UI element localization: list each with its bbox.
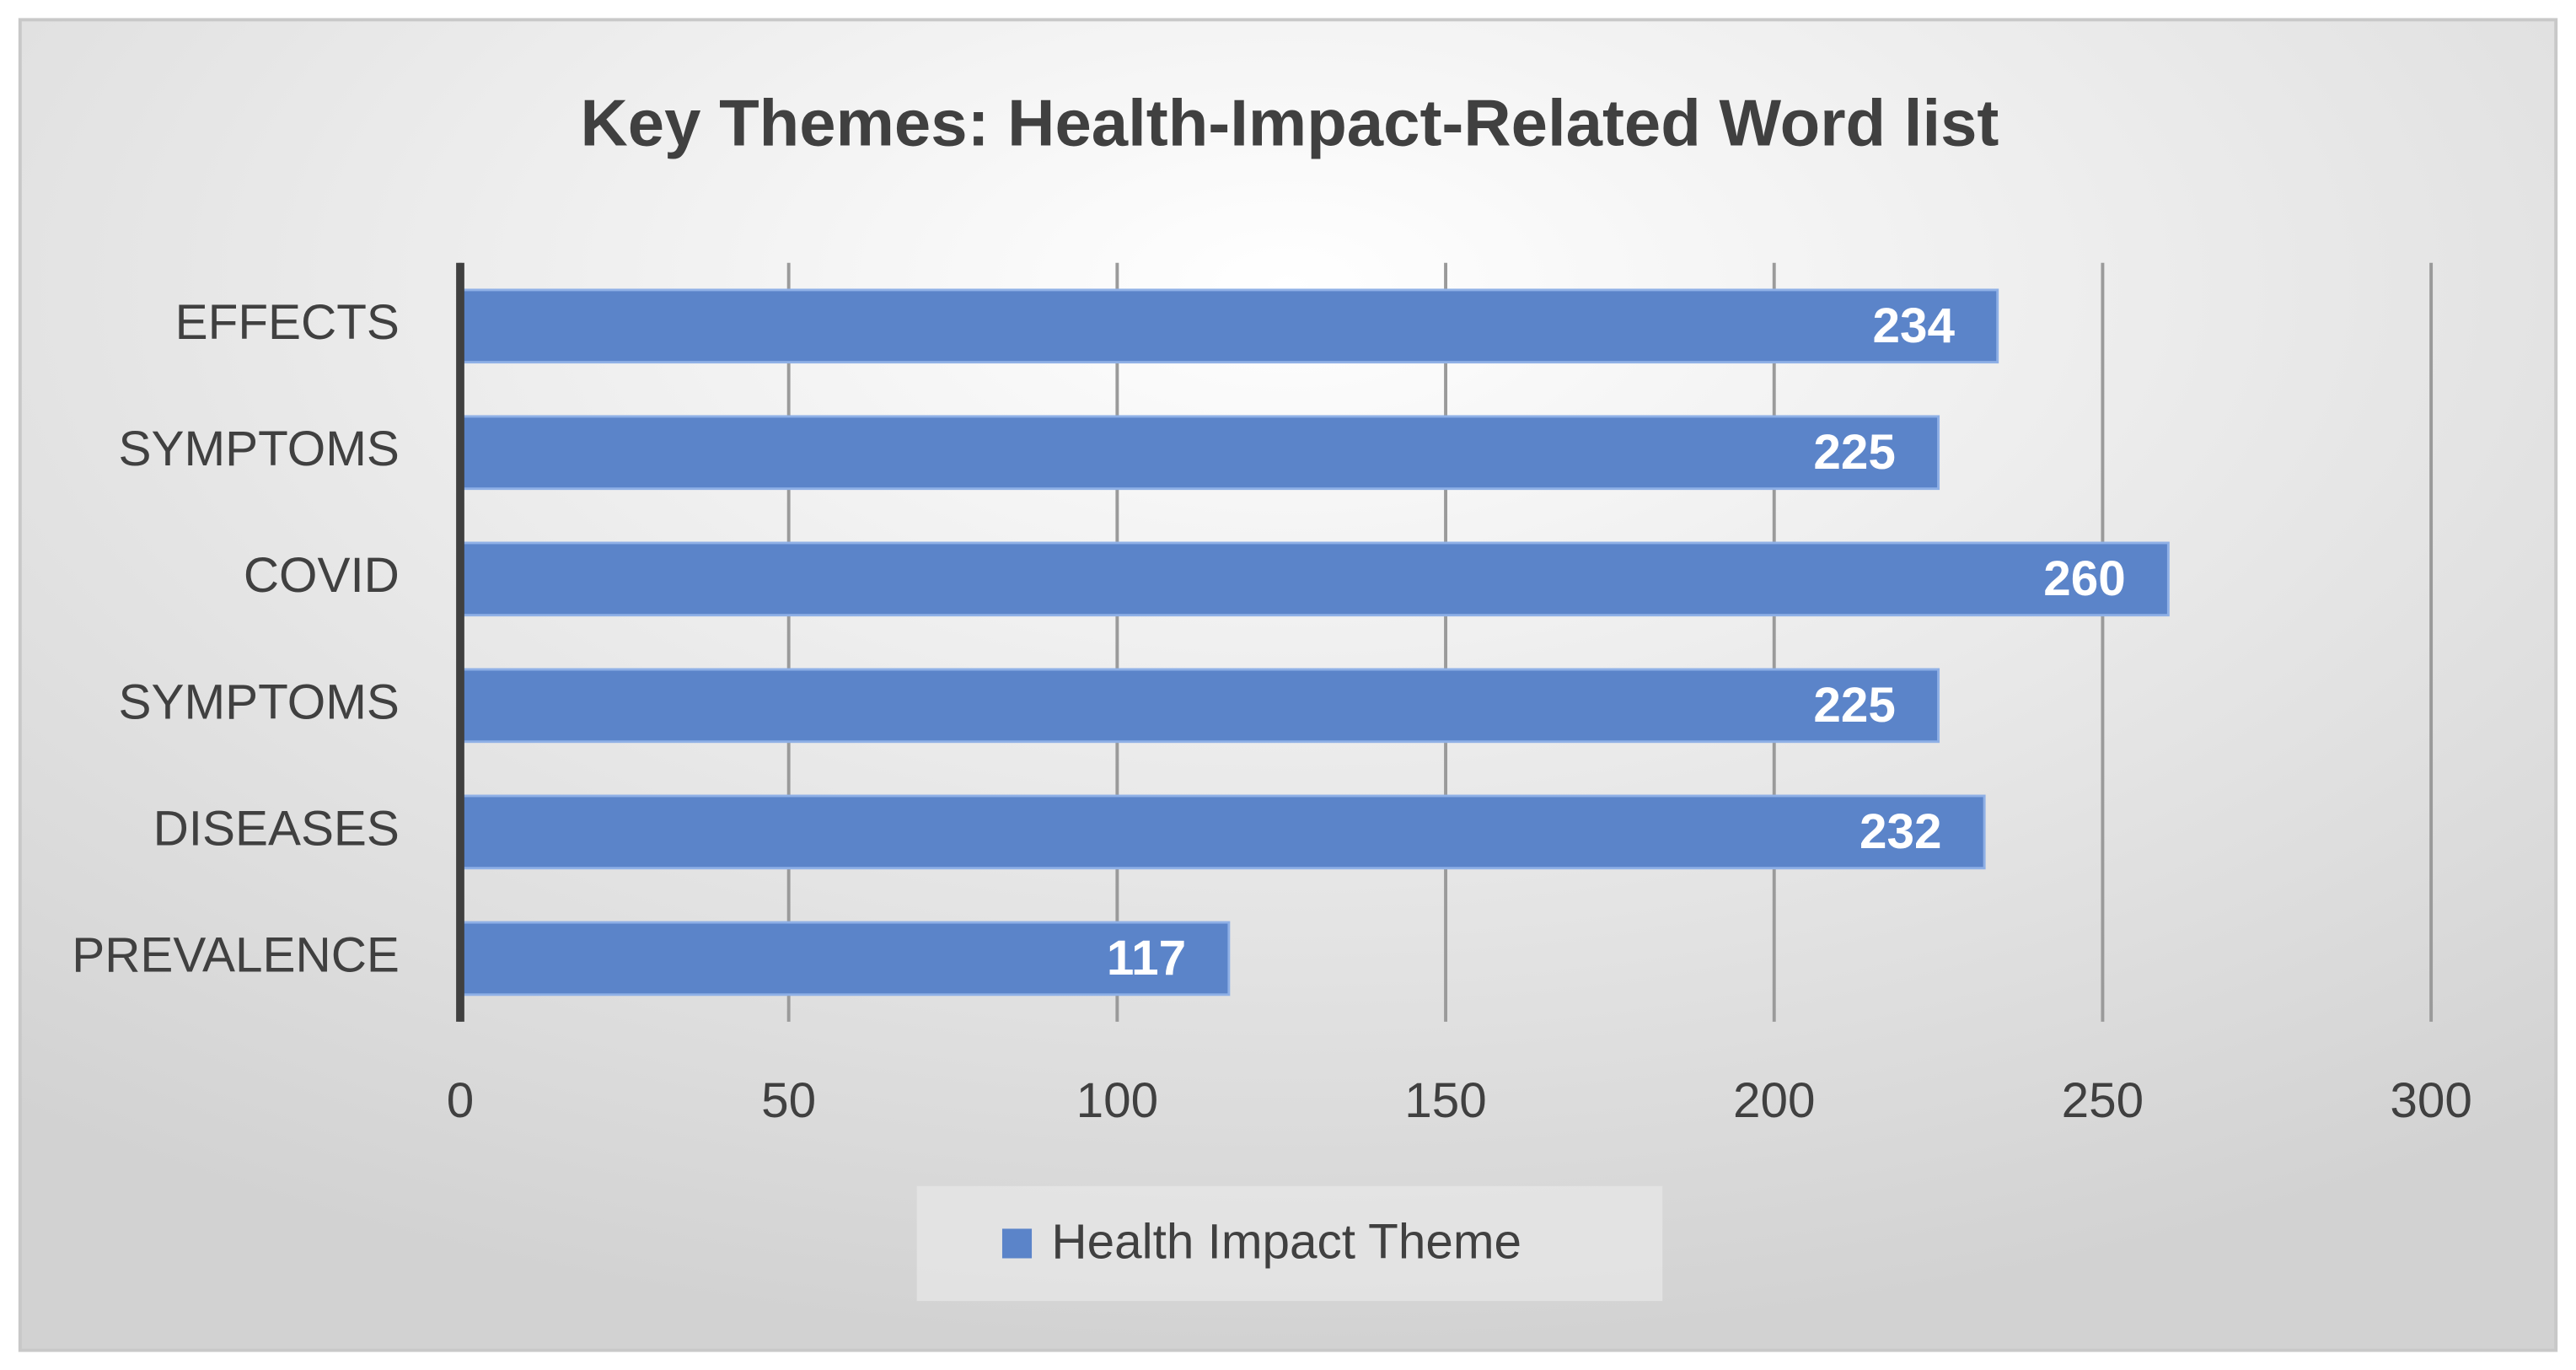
bars: 234 225 260 225 232 117 — [459, 288, 2170, 997]
y-tick-label: PREVALENCE — [72, 927, 400, 982]
legend: Health Impact Theme — [1001, 1214, 1521, 1269]
legend-label: Health Impact Theme — [1051, 1214, 1521, 1269]
bar — [459, 415, 1940, 491]
data-label: 225 — [1813, 425, 1896, 480]
chart-title: Key Themes: Health-Impact-Related Word l… — [580, 86, 1999, 160]
bar — [459, 668, 1940, 744]
x-tick-label: 50 — [761, 1073, 816, 1128]
bar — [459, 921, 1231, 997]
x-tick-label: 250 — [2062, 1073, 2144, 1128]
y-tick-label: SYMPTOMS — [119, 674, 400, 729]
y-tick-label: SYMPTOMS — [119, 422, 400, 476]
y-tick-label: COVID — [244, 548, 400, 603]
data-label: 234 — [1873, 298, 1956, 353]
bar — [459, 541, 2170, 617]
legend-swatch — [1001, 1228, 1033, 1259]
x-tick-label: 300 — [2390, 1073, 2472, 1128]
data-label: 225 — [1813, 678, 1896, 733]
x-tick-label: 150 — [1404, 1073, 1487, 1128]
data-label: 232 — [1860, 804, 1942, 859]
x-tick-label: 100 — [1076, 1073, 1159, 1128]
y-tick-label: EFFECTS — [175, 295, 400, 350]
bar — [459, 288, 1999, 364]
data-label: 260 — [2043, 551, 2126, 606]
y-tick-label: DISEASES — [153, 801, 400, 856]
bar — [459, 794, 1986, 870]
legend-box — [916, 1185, 1663, 1302]
data-label: 117 — [1107, 931, 1186, 986]
x-tick-label: 0 — [447, 1073, 475, 1128]
x-tick-label: 200 — [1733, 1073, 1816, 1128]
